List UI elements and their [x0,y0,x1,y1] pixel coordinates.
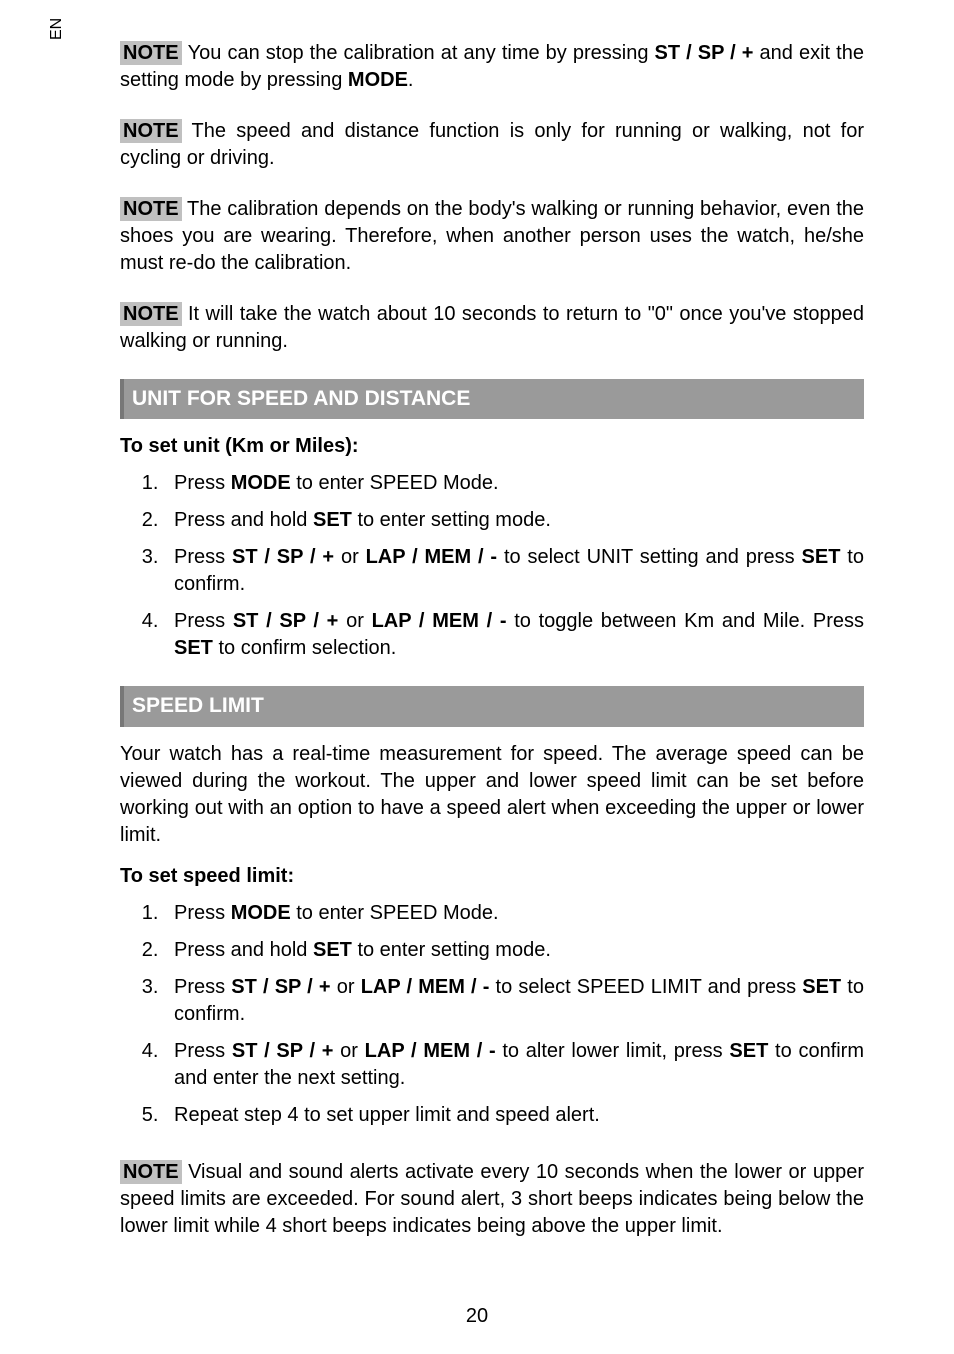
note-2: NOTE The speed and distance function is … [120,118,864,172]
bold: MODE [231,902,291,924]
list-item: Press ST / SP / + or LAP / MEM / - to se… [164,544,864,598]
bold: SET [313,509,352,531]
section-heading-unit: UNIT FOR SPEED AND DISTANCE [120,379,864,419]
text: Press [174,610,233,632]
text: to alter lower limit, press [496,1040,730,1062]
note-5: NOTE Visual and sound alerts activate ev… [120,1159,864,1240]
note-label: NOTE [120,119,182,143]
text: or [334,546,366,568]
list-item: Press ST / SP / + or LAP / MEM / - to al… [164,1038,864,1092]
note-3-text: The calibration depends on the body's wa… [120,198,864,274]
bold: LAP / MEM / - [366,546,498,568]
bold: LAP / MEM / - [361,976,490,998]
text: to enter setting mode. [352,939,551,961]
list-item: Repeat step 4 to set upper limit and spe… [164,1102,864,1129]
text: to enter SPEED Mode. [291,902,499,924]
bold: LAP / MEM / - [365,1040,496,1062]
text: Press [174,902,231,924]
text: Press and hold [174,509,313,531]
unit-steps-list: Press MODE to enter SPEED Mode. Press an… [120,470,864,662]
speed-limit-intro: Your watch has a real-time measurement f… [120,741,864,849]
list-item: Press MODE to enter SPEED Mode. [164,900,864,927]
bold: SET [174,637,213,659]
text: or [338,610,371,632]
speed-limit-steps-list: Press MODE to enter SPEED Mode. Press an… [120,900,864,1129]
text: Press [174,1040,232,1062]
note-1-bold-1: ST / SP / + [655,42,754,64]
bold: ST / SP / + [231,976,330,998]
note-1-bold-2: MODE [348,69,408,91]
text: to confirm selection. [213,637,396,659]
page: EN NOTE You can stop the calibration at … [0,0,954,1354]
text: to enter setting mode. [352,509,551,531]
list-item: Press ST / SP / + or LAP / MEM / - to to… [164,608,864,662]
language-tab: EN [48,0,64,40]
text: Press [174,472,231,494]
text: Press [174,976,231,998]
note-label: NOTE [120,41,182,65]
list-item: Press ST / SP / + or LAP / MEM / - to se… [164,974,864,1028]
list-item: Press and hold SET to enter setting mode… [164,937,864,964]
list-item: Press MODE to enter SPEED Mode. [164,470,864,497]
bold: SET [802,976,841,998]
bold: LAP / MEM / - [372,610,507,632]
bold: MODE [231,472,291,494]
text: or [333,1040,364,1062]
note-4-text: It will take the watch about 10 seconds … [120,303,864,352]
bold: ST / SP / + [232,546,334,568]
bold: SET [802,546,841,568]
bold: ST / SP / + [233,610,339,632]
bold: ST / SP / + [232,1040,334,1062]
content-area: NOTE You can stop the calibration at any… [120,40,864,1240]
bold: SET [729,1040,768,1062]
note-label: NOTE [120,1160,182,1184]
list-item: Press and hold SET to enter setting mode… [164,507,864,534]
note-label: NOTE [120,197,182,221]
note-1-text-a: You can stop the calibration at any time… [188,42,655,64]
text: Press [174,546,232,568]
text: to enter SPEED Mode. [291,472,499,494]
text: to toggle between Km and Mile. Press [507,610,864,632]
note-5-text: Visual and sound alerts activate every 1… [120,1161,864,1237]
text: Press and hold [174,939,313,961]
text: to select SPEED LIMIT and press [489,976,802,998]
text: to select UNIT setting and press [497,546,801,568]
text: or [331,976,361,998]
text: Repeat step 4 to set upper limit and spe… [174,1104,600,1126]
note-label: NOTE [120,302,182,326]
note-1: NOTE You can stop the calibration at any… [120,40,864,94]
note-2-text: The speed and distance function is only … [120,120,864,169]
note-1-text-e: . [408,69,414,91]
subheading-speed-limit: To set speed limit: [120,863,864,890]
bold: SET [313,939,352,961]
note-4: NOTE It will take the watch about 10 sec… [120,301,864,355]
page-number: 20 [0,1305,954,1328]
note-3: NOTE The calibration depends on the body… [120,196,864,277]
subheading-unit: To set unit (Km or Miles): [120,433,864,460]
section-heading-speed-limit: SPEED LIMIT [120,686,864,726]
